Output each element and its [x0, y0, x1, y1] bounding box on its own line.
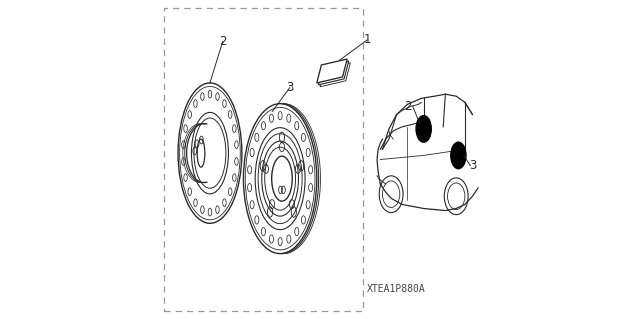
Text: 2: 2 [404, 100, 411, 113]
Polygon shape [319, 61, 349, 85]
Text: XTEA1P880A: XTEA1P880A [367, 284, 426, 294]
Polygon shape [320, 63, 350, 87]
Text: 1: 1 [364, 33, 371, 46]
Polygon shape [317, 59, 347, 83]
Ellipse shape [451, 142, 466, 169]
Text: 2: 2 [219, 35, 227, 48]
Text: 3: 3 [286, 81, 293, 94]
Text: 3: 3 [468, 159, 476, 172]
Ellipse shape [416, 115, 431, 142]
Bar [164, 8, 363, 311]
